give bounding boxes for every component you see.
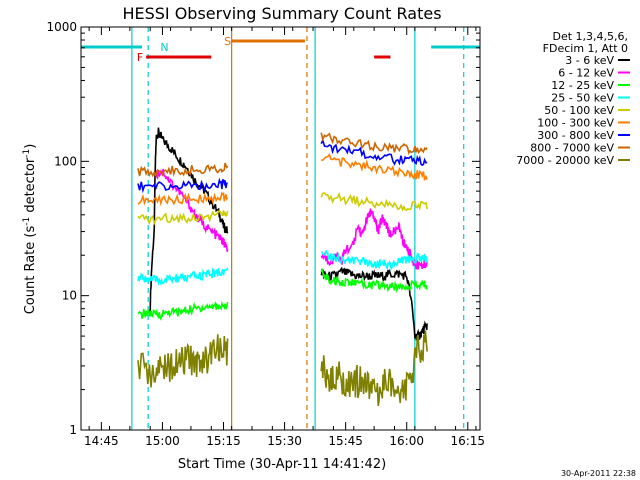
y-axis-label: Count Rate (s-1 detector-1): [22, 144, 38, 315]
legend-header-2: FDecim 1, Att 0: [543, 42, 628, 55]
flag-label-f: F: [137, 51, 143, 64]
legend-entry-label: 25 - 50 keV: [551, 92, 614, 105]
x-axis-label: Start Time (30-Apr-11 14:41:42): [178, 457, 386, 472]
legend-entry-2: 12 - 25 keV: [551, 79, 614, 92]
series-6-segment-1: [320, 138, 428, 167]
x-tick-label-0: 14:45: [84, 434, 119, 448]
y-tick-label-3: 1000: [46, 20, 77, 34]
series-0-segment-0: [149, 127, 229, 314]
series-6-segment-0: [137, 177, 228, 194]
x-tick-label-5: 16:00: [389, 434, 424, 448]
legend-entry-label: 3 - 6 keV: [565, 54, 614, 67]
legend-entry-label: 7000 - 20000 keV: [516, 154, 614, 167]
y-axis-label-main: Count Rate (s: [23, 226, 38, 315]
series-4-segment-1: [320, 191, 428, 212]
x-tick-label-2: 15:15: [206, 434, 241, 448]
x-tick-label-6: 16:15: [450, 434, 485, 448]
legend-entry-4: 50 - 100 keV: [544, 104, 614, 117]
y-tick-label-1: 10: [62, 289, 77, 303]
legend-entry-8: 7000 - 20000 keV: [516, 154, 614, 167]
legend-entry-7: 800 - 7000 keV: [530, 142, 614, 155]
series-2-segment-1: [320, 267, 428, 294]
plot-frame: [80, 26, 481, 431]
legend-entry-3: 25 - 50 keV: [551, 92, 614, 105]
y-axis-label-sup2: -1: [22, 149, 32, 158]
series-3-segment-1: [321, 250, 428, 271]
series-5-segment-1: [321, 152, 428, 181]
legend-entry-label: 100 - 300 keV: [537, 117, 614, 130]
axes: 14:45 15:00 15:15 15:30 15:45 16:00 16:15 1 10 10…: [46, 20, 485, 448]
chart-title: HESSI Observing Summary Count Rates: [122, 4, 441, 23]
legend-header-1: Det 1,3,4,5,6,: [552, 30, 628, 43]
x-tick-label-3: 15:30: [267, 434, 302, 448]
legend-entry-label: 300 - 800 keV: [537, 129, 614, 142]
flag-label-n: N: [160, 41, 168, 54]
legend-entry-0: 3 - 6 keV: [565, 54, 614, 67]
timestamp: 30-Apr-2011 22:38: [561, 469, 636, 478]
series-4-segment-0: [137, 209, 229, 226]
series-1-segment-0: [155, 168, 229, 252]
series-7-segment-0: [137, 162, 229, 179]
series-8-segment-1: [320, 330, 428, 407]
series-5-segment-0: [137, 191, 229, 207]
flag-label-s: S: [224, 35, 231, 48]
legend-entry-6: 300 - 800 keV: [537, 129, 614, 142]
y-axis-label-end: ): [23, 144, 38, 149]
x-tick-label-1: 15:00: [145, 434, 180, 448]
legend: Det 1,3,4,5,6, FDecim 1, Att 0 3 - 6 keV…: [516, 30, 630, 167]
legend-entry-1: 6 - 12 keV: [558, 67, 614, 80]
y-tick-label-2: 100: [54, 154, 77, 168]
legend-entry-label: 50 - 100 keV: [544, 104, 614, 117]
legend-entry-label: 12 - 25 keV: [551, 79, 614, 92]
plot-area: N F S: [81, 27, 480, 430]
series-8-segment-0: [137, 334, 229, 388]
series-3-segment-0: [137, 267, 229, 286]
y-tick-label-0: 1: [69, 423, 77, 437]
legend-entry-5: 100 - 300 keV: [537, 117, 614, 130]
y-axis-label-sup1: -1: [22, 217, 32, 226]
x-tick-label-4: 15:45: [328, 434, 363, 448]
legend-entry-label: 6 - 12 keV: [558, 67, 614, 80]
y-axis-label-mid: detector: [23, 157, 38, 217]
legend-entry-label: 800 - 7000 keV: [530, 142, 614, 155]
series-2-segment-0: [137, 300, 229, 321]
series-7-segment-1: [320, 132, 428, 155]
